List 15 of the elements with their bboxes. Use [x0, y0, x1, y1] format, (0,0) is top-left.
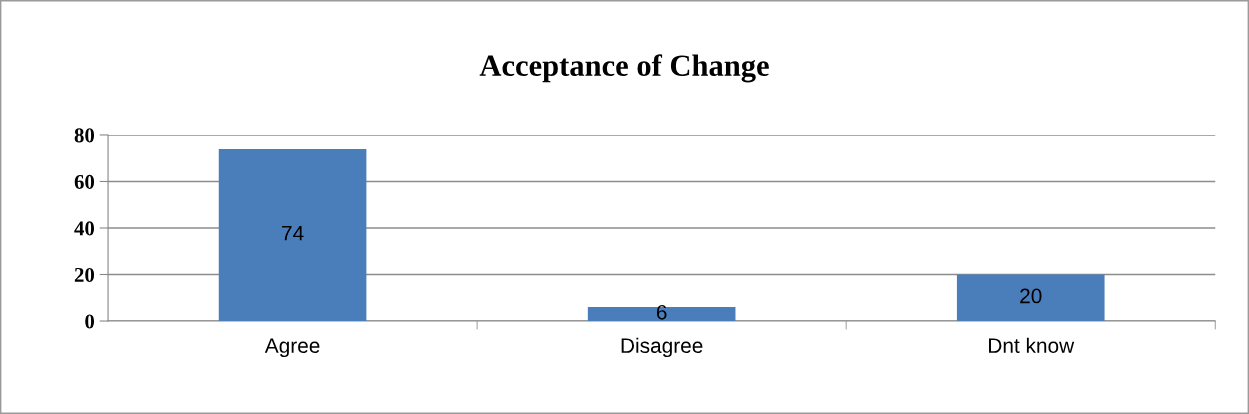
data-label: 20 [1020, 288, 1042, 304]
bar [218, 148, 367, 322]
y-tick-label: 20 [74, 267, 95, 282]
y-tick-label: 0 [85, 314, 95, 329]
x-tick-label: Dnt know [989, 337, 1075, 353]
bar [956, 274, 1105, 322]
y-tick-label: 80 [74, 128, 95, 143]
data-label: 6 [656, 304, 667, 320]
bar [587, 307, 736, 322]
chart-title: Acceptance of Change [479, 54, 769, 83]
y-tick-label: 40 [74, 221, 95, 236]
data-label: 74 [282, 226, 304, 241]
x-tick-label: Agree [264, 338, 320, 358]
x-tick-label: Disagree [621, 337, 703, 358]
y-tick-label: 60 [74, 174, 95, 189]
